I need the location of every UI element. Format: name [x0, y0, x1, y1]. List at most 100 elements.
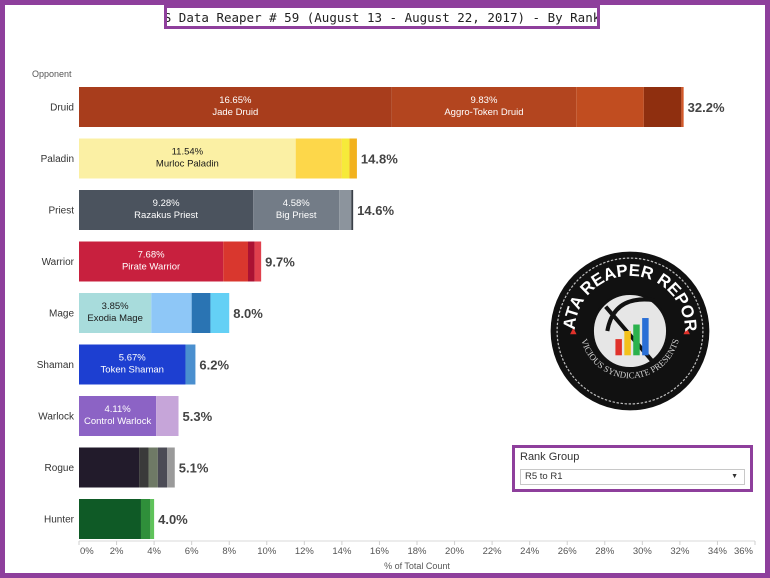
x-axis-title: % of Total Count — [384, 561, 450, 571]
bar-segment[interactable] — [79, 241, 224, 282]
bar-segment[interactable] — [295, 138, 342, 179]
segment-archetype-label: Razakus Priest — [134, 210, 198, 221]
x-tick-label: 8% — [222, 546, 236, 557]
bar-segment[interactable] — [157, 447, 168, 488]
bar-segment[interactable] — [339, 190, 352, 230]
segment-archetype-label: Control Warlock — [84, 416, 151, 427]
segment-archetype-label: Aggro-Token Druid — [444, 107, 523, 118]
row-label: Druid — [50, 103, 74, 114]
x-tick-label: 6% — [185, 546, 199, 557]
bar-row: Mage 3.85%Exodia Mage 8.0% — [49, 293, 263, 333]
row-total-label: 5.1% — [179, 461, 209, 476]
bar-segment[interactable] — [254, 241, 262, 282]
chart-title-box: vS Data Reaper # 59 (August 13 - August … — [164, 5, 600, 29]
x-tick-label: 22% — [483, 546, 503, 557]
bar-segment[interactable] — [79, 138, 296, 179]
bar-segment[interactable] — [151, 293, 192, 333]
bar-segment[interactable] — [191, 293, 211, 333]
row-label: Shaman — [37, 360, 74, 371]
row-total-label: 6.2% — [199, 358, 229, 373]
bar-row: Rogue 5.1% — [45, 447, 209, 488]
segment-value-label: 5.67% — [119, 353, 146, 364]
x-tick-label: 10% — [257, 546, 277, 557]
segment-archetype-label: Big Priest — [276, 210, 317, 221]
segment-value-label: 11.54% — [172, 147, 204, 158]
x-tick-label: 12% — [295, 546, 315, 557]
row-label: Rogue — [45, 463, 75, 474]
data-reaper-logo: DATA REAPER REPORT VICIOUS SYNDICATE PRE… — [549, 250, 710, 411]
segment-value-label: 4.11% — [104, 404, 131, 415]
bar-segment[interactable] — [185, 344, 196, 385]
row-label: Warlock — [38, 412, 75, 423]
bar-segment[interactable] — [148, 447, 158, 488]
bar-segment[interactable] — [167, 447, 175, 488]
x-tick-label: 14% — [332, 546, 352, 557]
filter-title: Rank Group — [520, 451, 580, 463]
bar-segment[interactable] — [79, 344, 186, 385]
x-tick-label: 30% — [633, 546, 653, 557]
segment-value-label: 9.83% — [470, 95, 497, 106]
bar-row: Priest 9.28%Razakus Priest 4.58%Big Priest… — [48, 190, 394, 230]
row-label: Priest — [48, 206, 74, 217]
bar-segment[interactable] — [79, 396, 157, 436]
x-tick-label: 18% — [407, 546, 427, 557]
segment-archetype-label: Jade Druid — [212, 107, 258, 118]
x-tick-label: 36% — [734, 546, 754, 557]
row-total-label: 5.3% — [183, 409, 213, 424]
x-tick-label: 16% — [370, 546, 390, 557]
bar-segment[interactable] — [223, 241, 248, 282]
bar-segment[interactable] — [349, 138, 357, 179]
bar-segment[interactable] — [341, 138, 350, 179]
row-total-label: 4.0% — [158, 512, 188, 527]
bar-segment[interactable] — [351, 190, 354, 230]
rank-group-value: R5 to R1 — [525, 471, 563, 482]
row-total-label: 14.8% — [361, 152, 398, 167]
bar-segment[interactable] — [210, 293, 230, 333]
x-tick-label: 26% — [558, 546, 578, 557]
x-axis-ticks: 0% 2% 4% 6% 8% 10% 12% 14% 16% 18% 20% 22% 24% 26% 28%… — [78, 541, 756, 557]
bar-segment[interactable] — [79, 293, 152, 333]
bar-row: Warlock 4.11%Control Warlock 5.3% — [38, 396, 213, 436]
row-total-label: 14.6% — [357, 203, 394, 218]
x-tick-label: 0% — [80, 546, 94, 557]
bar-segment[interactable] — [643, 87, 682, 127]
bar-row: Paladin 11.54%Murloc Paladin 14.8% — [41, 138, 398, 179]
rank-group-filter: Rank Group R5 to R1 ▼ — [512, 445, 753, 492]
bar-segment[interactable] — [681, 87, 684, 127]
row-axis-title: Opponent — [32, 69, 72, 79]
bar-row: Warrior 7.68%Pirate Warrior 9.7% — [42, 241, 295, 282]
segment-archetype-label: Pirate Warrior — [122, 262, 180, 273]
bar-row: Hunter 4.0% — [44, 499, 188, 539]
segment-value-label: 4.58% — [283, 198, 310, 209]
row-total-label: 9.7% — [265, 255, 295, 270]
bar-segment[interactable] — [79, 190, 254, 230]
row-label: Warrior — [42, 257, 75, 268]
segment-value-label: 7.68% — [138, 250, 165, 261]
bar-segment[interactable] — [248, 241, 255, 282]
segment-archetype-label: Token Shaman — [101, 365, 164, 376]
rank-group-select[interactable]: R5 to R1 ▼ — [520, 469, 745, 485]
bar-segment[interactable] — [140, 499, 151, 539]
bar-row: Druid 16.65%Jade Druid 9.83%Aggro-Token Dr… — [50, 87, 725, 127]
bar-segment[interactable] — [156, 396, 179, 436]
bar-segment[interactable] — [391, 87, 577, 127]
bar-segment[interactable] — [253, 190, 340, 230]
bar-segment[interactable] — [139, 447, 149, 488]
dropdown-arrow-icon[interactable]: ▼ — [731, 473, 738, 480]
segment-archetype-label: Murloc Paladin — [156, 159, 219, 170]
bar-segment[interactable] — [79, 499, 141, 539]
row-total-label: 8.0% — [233, 306, 263, 321]
bar-segment[interactable] — [79, 447, 140, 488]
segment-archetype-label: Exodia Mage — [87, 313, 142, 324]
bar-row: Shaman 5.67%Token Shaman 6.2% — [37, 344, 229, 385]
chart-rows: Druid 16.65%Jade Druid 9.83%Aggro-Token Dr… — [37, 87, 725, 539]
x-tick-label: 2% — [110, 546, 124, 557]
bar-segment[interactable] — [79, 87, 392, 127]
chart-title: vS Data Reaper # 59 (August 13 - August … — [164, 9, 600, 25]
x-tick-label: 20% — [445, 546, 465, 557]
bar-segment[interactable] — [150, 499, 155, 539]
segment-value-label: 16.65% — [219, 95, 252, 106]
segment-value-label: 9.28% — [153, 198, 180, 209]
bar-segment[interactable] — [576, 87, 644, 127]
